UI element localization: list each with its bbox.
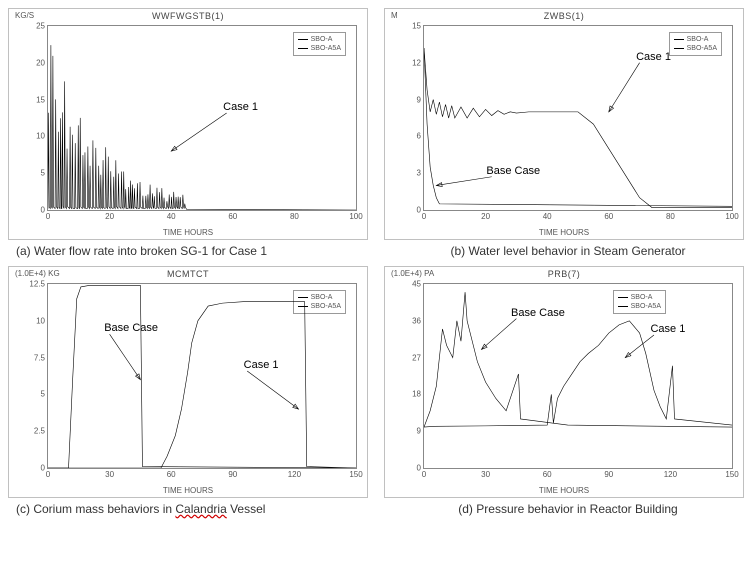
caption-c: (c) Corium mass behaviors in Calandria V…	[8, 502, 368, 516]
chart-title-a: WWFWGSTB(1)	[152, 11, 224, 21]
plot-area-b: 03691215020406080100SBO-ASBO-A5ACase 1Ba…	[423, 25, 733, 211]
panel-a: KG/S WWFWGSTB(1) 0510152025020406080100S…	[8, 8, 368, 258]
x-label-b: TIME HOURS	[539, 228, 589, 237]
caption-b: (b) Water level behavior in Steam Genera…	[384, 244, 744, 258]
y-unit-a: KG/S	[15, 11, 34, 20]
chart-title-b: ZWBS(1)	[544, 11, 585, 21]
panel-b: M ZWBS(1) 03691215020406080100SBO-ASBO-A…	[384, 8, 744, 258]
chart-title-d: PRB(7)	[548, 269, 581, 279]
panel-c: (1.0E+4) KG MCMTCT 02.557.51012.50306090…	[8, 266, 368, 516]
x-label-d: TIME HOURS	[539, 486, 589, 495]
chart-d: (1.0E+4) PA PRB(7) 091827364503060901201…	[384, 266, 744, 498]
caption-d: (d) Pressure behavior in Reactor Buildin…	[384, 502, 744, 516]
x-label-c: TIME HOURS	[163, 486, 213, 495]
chart-title-c: MCMTCT	[167, 269, 209, 279]
chart-a: KG/S WWFWGSTB(1) 0510152025020406080100S…	[8, 8, 368, 240]
chart-c: (1.0E+4) KG MCMTCT 02.557.51012.50306090…	[8, 266, 368, 498]
x-label-a: TIME HOURS	[163, 228, 213, 237]
panel-grid: KG/S WWFWGSTB(1) 0510152025020406080100S…	[8, 8, 744, 516]
plot-area-a: 0510152025020406080100SBO-ASBO-A5ACase 1	[47, 25, 357, 211]
caption-a: (a) Water flow rate into broken SG-1 for…	[8, 244, 368, 258]
y-unit-d: (1.0E+4) PA	[391, 269, 434, 278]
plot-area-c: 02.557.51012.50306090120150SBO-ASBO-A5AB…	[47, 283, 357, 469]
plot-area-d: 09182736450306090120150SBO-ASBO-A5ABase …	[423, 283, 733, 469]
panel-d: (1.0E+4) PA PRB(7) 091827364503060901201…	[384, 266, 744, 516]
y-unit-b: M	[391, 11, 398, 20]
y-unit-c: (1.0E+4) KG	[15, 269, 60, 278]
chart-b: M ZWBS(1) 03691215020406080100SBO-ASBO-A…	[384, 8, 744, 240]
